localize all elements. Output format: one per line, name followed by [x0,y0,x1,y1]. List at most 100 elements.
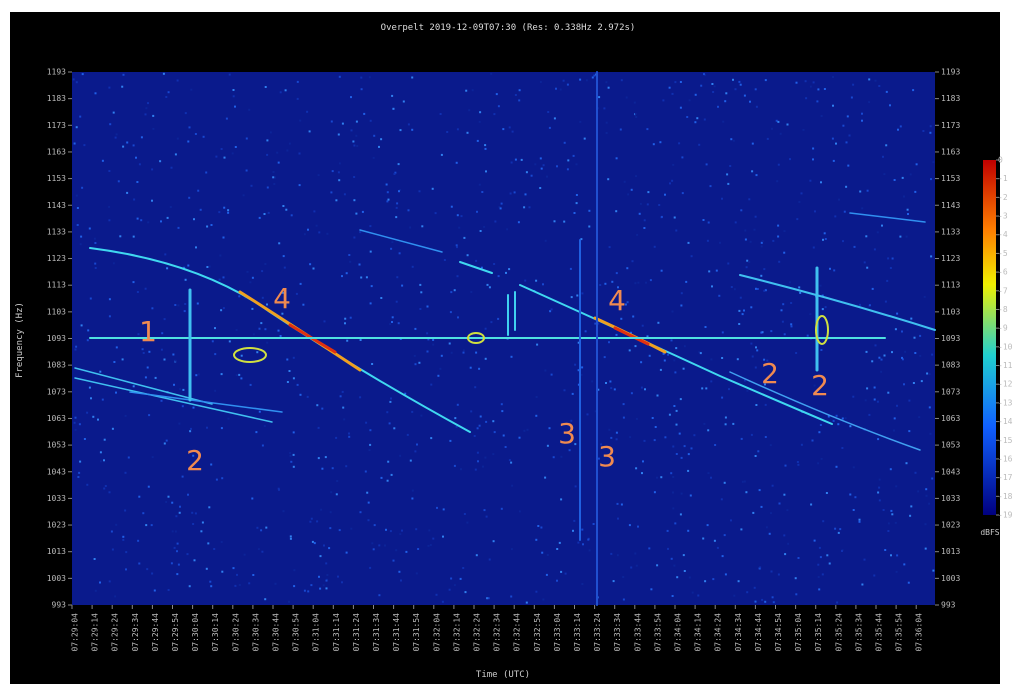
noise-speck [89,228,91,230]
noise-speck [463,237,465,239]
noise-speck [142,348,144,350]
noise-speck [387,461,389,463]
noise-speck [104,439,106,441]
noise-speck [137,291,139,293]
noise-speck [348,436,350,438]
noise-speck [652,417,654,419]
noise-speck [903,563,905,565]
noise-speck [785,465,787,467]
noise-speck [248,109,250,111]
y-tick-label: 1113 [941,281,960,290]
noise-speck [195,246,197,248]
noise-speck [207,542,209,544]
noise-speck [756,106,758,108]
noise-speck [926,495,928,497]
noise-speck [227,209,229,211]
noise-speck [781,309,783,311]
noise-speck [523,430,525,432]
noise-speck [547,111,549,113]
noise-speck [742,481,744,483]
noise-speck [408,123,410,125]
noise-speck [839,528,841,530]
noise-speck [398,322,400,324]
noise-speck [179,506,181,508]
noise-speck [772,485,774,487]
noise-speck [318,427,320,429]
noise-speck [443,508,445,510]
noise-speck [75,417,77,419]
annotation: 1 [139,315,157,348]
noise-speck [339,76,341,78]
noise-speck [801,444,803,446]
noise-speck [251,185,253,187]
noise-speck [721,357,723,359]
noise-speck [139,163,141,165]
noise-speck [782,303,784,305]
colorbar-tick-label: -8 [998,305,1008,314]
noise-speck [690,495,692,497]
noise-speck [442,601,444,603]
noise-speck [243,194,245,196]
noise-speck [867,190,869,192]
noise-speck [314,542,316,544]
noise-speck [892,258,894,260]
noise-speck [717,106,719,108]
noise-speck [836,602,838,604]
noise-speck [674,217,676,219]
noise-speck [544,477,546,479]
noise-speck [441,355,443,357]
noise-speck [748,198,750,200]
noise-speck [560,89,562,91]
noise-speck [660,476,662,478]
noise-speck [297,384,299,386]
noise-speck [890,468,892,470]
colorbar-tick-label: -3 [998,212,1008,221]
noise-speck [833,160,835,162]
noise-speck [754,587,756,589]
noise-speck [592,77,594,79]
noise-speck [369,429,371,431]
y-tick-label: 1113 [47,281,66,290]
noise-speck [414,328,416,330]
noise-speck [266,154,268,156]
noise-speck [915,472,917,474]
noise-speck [910,505,912,507]
noise-speck [251,498,253,500]
noise-speck [868,414,870,416]
noise-speck [171,167,173,169]
x-tick-label: 07:36:04 [915,613,924,652]
noise-speck [467,132,469,134]
noise-speck [421,225,423,227]
noise-speck [389,323,391,325]
x-tick-label: 07:33:04 [553,613,562,652]
noise-speck [191,512,193,514]
noise-speck [732,79,734,81]
noise-speck [738,81,740,83]
noise-speck [707,524,709,526]
noise-speck [285,209,287,211]
noise-speck [368,502,370,504]
noise-speck [822,239,824,241]
noise-speck [572,530,574,532]
noise-speck [560,571,562,573]
noise-speck [681,493,683,495]
noise-speck [122,536,124,538]
noise-speck [644,440,646,442]
noise-speck [760,275,762,277]
noise-speck [681,156,683,158]
noise-speck [360,339,362,341]
noise-speck [872,288,874,290]
noise-speck [484,509,486,511]
noise-speck [236,329,238,331]
noise-speck [338,171,340,173]
noise-speck [521,159,523,161]
noise-speck [526,171,528,173]
noise-speck [112,549,114,551]
noise-speck [224,157,226,159]
noise-speck [416,444,418,446]
noise-speck [588,226,590,228]
noise-speck [454,465,456,467]
noise-speck [759,489,761,491]
noise-speck [623,417,625,419]
noise-speck [454,289,456,291]
